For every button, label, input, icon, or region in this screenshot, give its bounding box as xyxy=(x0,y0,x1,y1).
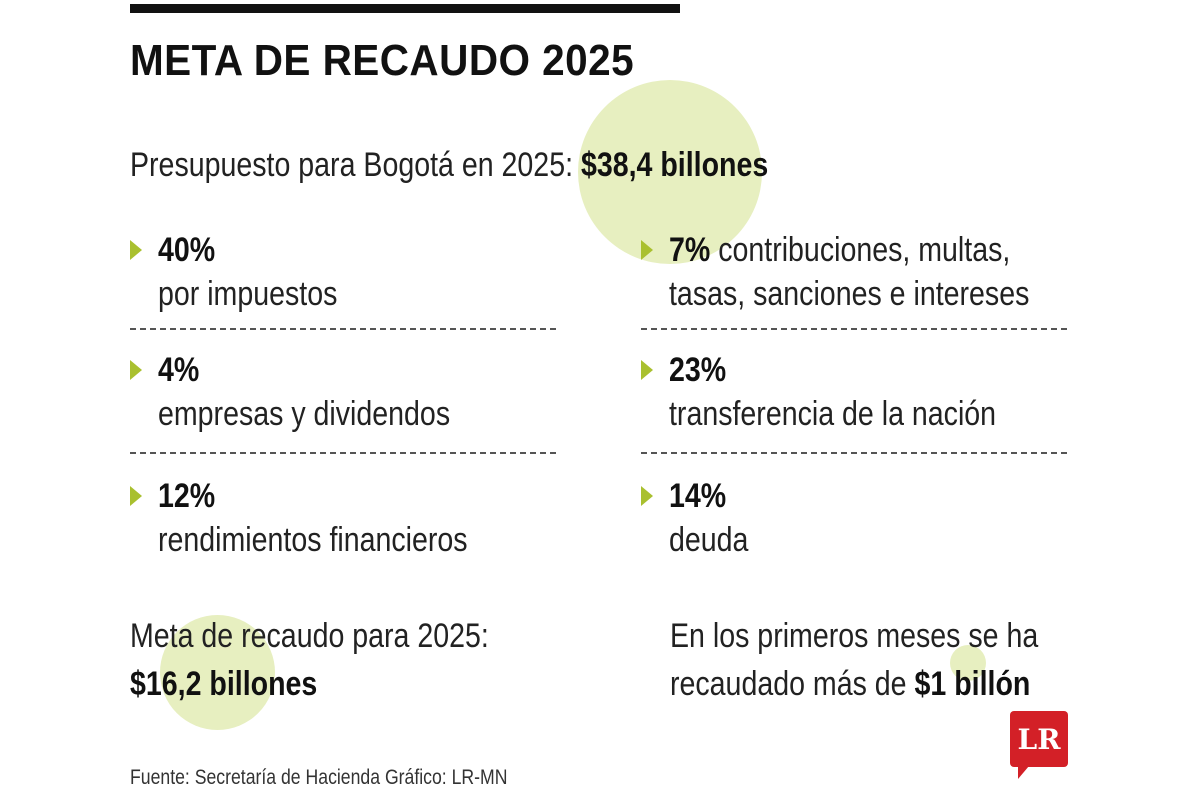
budget-value: $38,4 billones xyxy=(580,146,769,184)
item-description: tasas, sanciones e intereses xyxy=(669,275,1030,313)
collected-line1: En los primeros meses se ha xyxy=(670,617,1039,655)
logo-tail-shape xyxy=(1018,766,1029,779)
collected-block: En los primeros meses se ha recaudado má… xyxy=(670,612,1038,708)
item-percent: 12% xyxy=(158,477,216,515)
top-rule xyxy=(130,4,680,13)
dashed-divider xyxy=(641,328,1067,330)
page-title: META DE RECAUDO 2025 xyxy=(130,36,635,85)
dashed-divider xyxy=(641,452,1067,454)
highlight-circle xyxy=(950,645,986,681)
triangle-bullet-icon xyxy=(130,486,142,506)
source-note: Fuente: Secretaría de Hacienda Gráfico: … xyxy=(130,766,508,789)
collected-prefix: recaudado más de xyxy=(670,665,915,703)
triangle-bullet-icon xyxy=(130,240,142,260)
budget-label: Presupuesto para Bogotá en 2025: xyxy=(130,146,581,184)
item-description: deuda xyxy=(669,521,749,559)
triangle-bullet-icon xyxy=(130,360,142,380)
lr-logo: LR xyxy=(1010,711,1068,767)
triangle-bullet-icon xyxy=(641,360,653,380)
budget-line: Presupuesto para Bogotá en 2025: $38,4 b… xyxy=(130,146,768,185)
goal-label: Meta de recaudo para 2025: xyxy=(130,617,489,655)
collected-value: $1 billón xyxy=(914,665,1031,703)
item-description: rendimientos financieros xyxy=(158,521,468,559)
triangle-bullet-icon xyxy=(641,486,653,506)
item-percent: 7% xyxy=(669,231,711,269)
goal-value: $16,2 billones xyxy=(130,665,318,703)
goal-block: Meta de recaudo para 2025: $16,2 billone… xyxy=(130,612,489,708)
dashed-divider xyxy=(130,328,556,330)
item-percent: 40% xyxy=(158,231,216,269)
highlight-circle xyxy=(160,615,275,730)
item-description: empresas y dividendos xyxy=(158,395,451,433)
item-description: transferencia de la nación xyxy=(669,395,997,433)
triangle-bullet-icon xyxy=(641,240,653,260)
item-percent: 23% xyxy=(669,351,727,389)
highlight-circle xyxy=(578,80,762,264)
item-percent: 14% xyxy=(669,477,727,515)
item-description: por impuestos xyxy=(158,275,338,313)
item-text: contribuciones, multas, xyxy=(710,231,1011,269)
item-percent: 4% xyxy=(158,351,200,389)
dashed-divider xyxy=(130,452,556,454)
